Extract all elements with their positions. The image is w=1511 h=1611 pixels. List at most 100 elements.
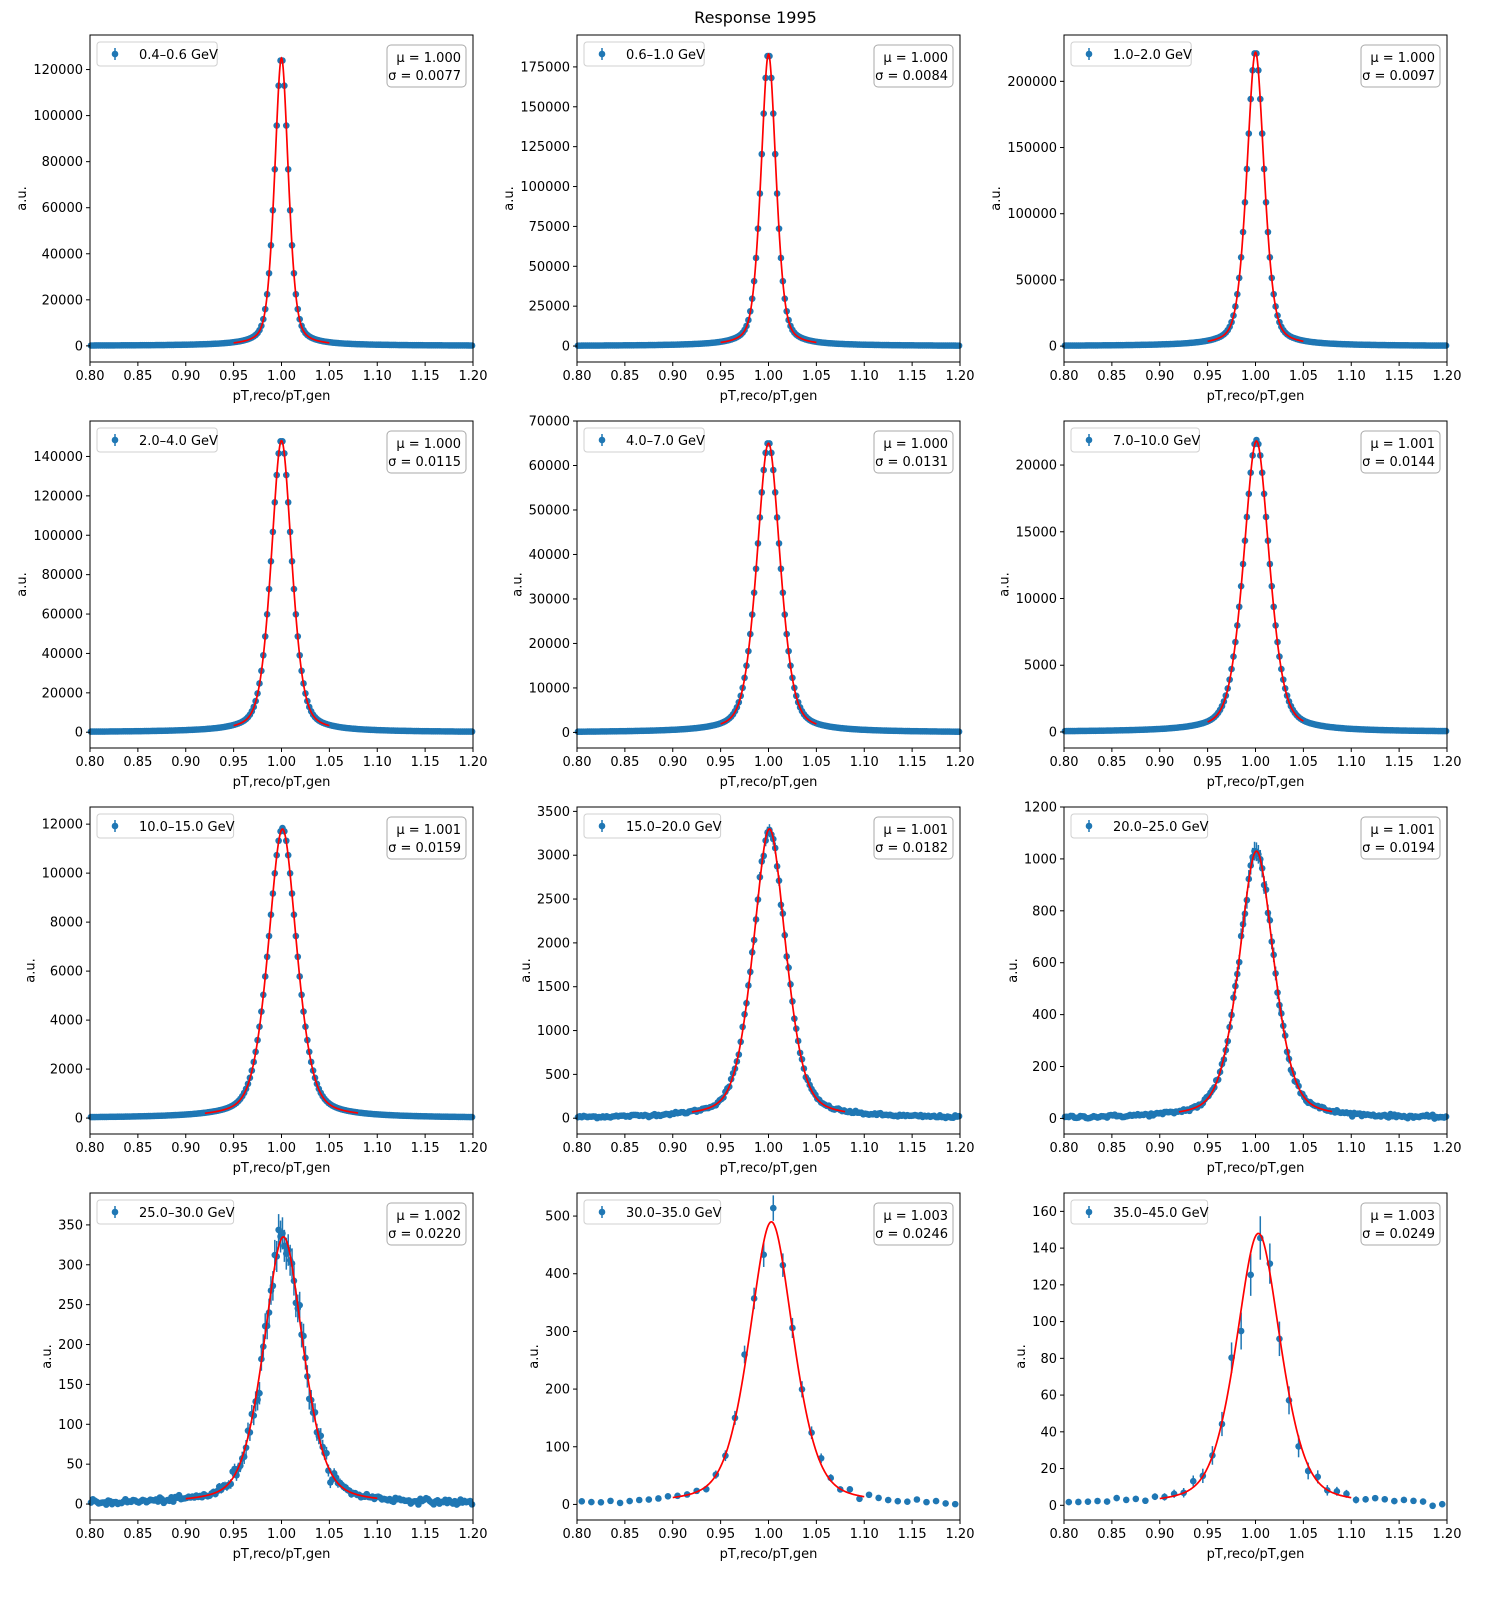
mu-value: μ = 1.001 (1370, 823, 1435, 838)
plot-area (87, 56, 476, 349)
legend-marker (111, 822, 119, 830)
y-tick-label: 2000 (537, 936, 570, 951)
x-tick-label: 0.95 (1193, 1141, 1222, 1156)
x-tick-label: 0.85 (610, 755, 639, 770)
fit-curve (1207, 51, 1304, 343)
legend-marker (1085, 436, 1093, 444)
x-tick-label: 1.10 (1337, 755, 1366, 770)
fit-curve (691, 828, 846, 1113)
data-marker (769, 1204, 777, 1212)
stats-frame (1360, 44, 1441, 88)
y-tick-label: 250 (58, 1298, 83, 1313)
x-tick-label: 0.90 (1145, 1527, 1174, 1542)
data-marker (865, 1491, 873, 1499)
data-marker (1113, 1494, 1120, 1502)
y-tick-label: 1000 (1024, 852, 1057, 867)
data-point (626, 1497, 633, 1505)
data-marker (1442, 1113, 1450, 1120)
x-tick-label: 0.85 (1097, 755, 1126, 770)
x-tick-label: 0.95 (219, 1141, 248, 1156)
y-tick-label: 120000 (33, 489, 83, 504)
y-tick-label: 0 (75, 339, 83, 354)
data-point (932, 1497, 940, 1505)
mu-value: μ = 1.001 (883, 823, 948, 838)
x-tick-label: 0.85 (123, 1527, 152, 1542)
legend-label: 10.0–15.0 GeV (139, 820, 235, 835)
plot-area (1065, 1216, 1446, 1510)
x-tick-label: 1.10 (363, 755, 392, 770)
legend: 1.0–2.0 GeV (1070, 41, 1192, 67)
sigma-value: σ = 0.0159 (388, 841, 461, 856)
x-tick-label: 1.00 (1241, 755, 1270, 770)
y-tick-label: 200 (545, 1383, 570, 1398)
data-marker (1419, 1498, 1427, 1505)
y-tick-label: 2000 (50, 1063, 83, 1078)
x-tick-label: 0.95 (706, 1141, 735, 1156)
x-tick-label: 1.20 (459, 755, 488, 770)
x-tick-label: 0.85 (123, 369, 152, 384)
y-tick-label: 25000 (529, 300, 570, 315)
data-marker (1084, 1498, 1092, 1505)
x-tick-label: 1.10 (850, 755, 879, 770)
x-tick-label: 1.00 (1241, 1141, 1270, 1156)
data-marker (955, 1112, 963, 1120)
x-tick-label: 1.20 (946, 1527, 975, 1542)
x-tick-label: 1.20 (459, 1141, 488, 1156)
legend: 2.0–4.0 GeV (96, 427, 218, 453)
data-marker (607, 1497, 614, 1505)
y-tick-label: 1200 (1024, 801, 1057, 816)
data-point (1065, 1498, 1073, 1506)
plot-area (574, 52, 963, 349)
plot-area (1061, 50, 1450, 349)
data-point (1391, 1497, 1398, 1505)
mu-value: μ = 1.003 (883, 1209, 948, 1224)
y-tick-label: 0 (562, 1112, 570, 1127)
x-tick-label: 1.15 (898, 1141, 927, 1156)
data-point (1151, 1493, 1159, 1501)
sigma-value: σ = 0.0077 (388, 69, 461, 84)
data-point (1442, 1113, 1450, 1120)
data-marker (1151, 1493, 1159, 1500)
y-tick-label: 50000 (529, 503, 570, 518)
y-tick-label: 175000 (520, 60, 570, 75)
data-point (578, 1498, 586, 1505)
y-axis-label: a.u. (15, 572, 30, 596)
y-tick-label: 1500 (537, 980, 570, 995)
x-tick-label: 0.85 (1097, 1141, 1126, 1156)
y-tick-label: 0 (75, 1112, 83, 1127)
x-tick-label: 1.20 (1433, 755, 1462, 770)
x-tick-label: 0.90 (1145, 369, 1174, 384)
x-tick-label: 0.80 (563, 1141, 592, 1156)
legend: 15.0–20.0 GeV (583, 813, 722, 839)
x-tick-label: 1.15 (898, 1527, 927, 1542)
data-marker (942, 1500, 949, 1507)
x-axis-label: pT,reco/pT,gen (1207, 1161, 1305, 1176)
x-tick-label: 1.05 (1289, 1141, 1318, 1156)
legend: 0.4–0.6 GeV (96, 41, 218, 67)
legend-label: 0.4–0.6 GeV (139, 48, 218, 63)
x-tick-label: 1.10 (363, 1527, 392, 1542)
y-tick-label: 120000 (33, 63, 83, 78)
y-tick-label: 0 (1049, 1499, 1057, 1514)
x-tick-label: 1.20 (1433, 369, 1462, 384)
x-axis-label: pT,reco/pT,gen (1207, 389, 1305, 404)
mu-value: μ = 1.001 (1370, 437, 1435, 452)
y-tick-label: 200 (1032, 1060, 1057, 1075)
x-tick-label: 1.00 (267, 1141, 296, 1156)
legend-marker (111, 50, 119, 58)
x-tick-label: 0.95 (706, 755, 735, 770)
data-point (1075, 1498, 1082, 1506)
panel-3: 0.80 0.85 0.90 0.95 1.00 1.05 1.10 1.15 1.20pT,r… (989, 34, 1462, 404)
x-tick-label: 0.95 (219, 1527, 248, 1542)
legend-marker (111, 436, 119, 444)
x-tick-label: 0.80 (76, 1527, 105, 1542)
data-marker (1122, 1496, 1130, 1504)
data-point (1438, 1500, 1446, 1508)
data-marker (626, 1497, 633, 1505)
y-tick-label: 140000 (33, 450, 83, 465)
